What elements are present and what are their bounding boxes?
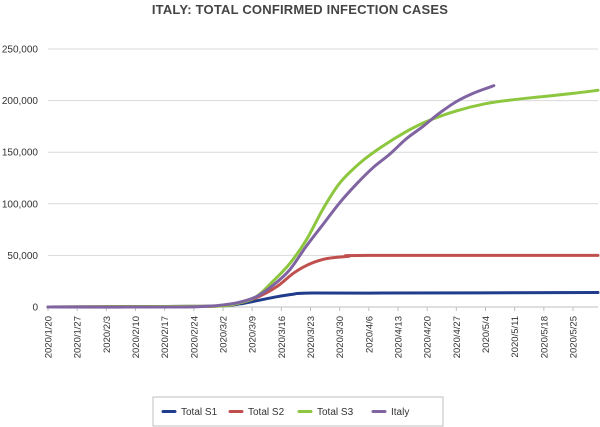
chart-title: ITALY: TOTAL CONFIRMED INFECTION CASES <box>152 2 448 17</box>
x-tick-label: 2020/5/18 <box>539 316 550 358</box>
series-line-total-s3 <box>46 88 600 309</box>
x-tick-label: 2020/2/3 <box>102 316 113 353</box>
x-tick-label: 2020/4/20 <box>423 316 434 358</box>
x-tick-label: 2020/3/16 <box>277 316 288 358</box>
legend-label-total-s1: Total S1 <box>181 407 218 418</box>
y-tick-label: 50,000 <box>7 251 38 262</box>
x-tick-label: 2020/2/17 <box>160 316 171 358</box>
legend: Total S1 Total S2 Total S3 Italy <box>152 396 444 427</box>
x-tick-label: 2020/1/20 <box>44 316 55 358</box>
y-tick-label: 100,000 <box>2 199 39 210</box>
y-tick-label: 150,000 <box>2 148 39 159</box>
legend-label-total-s3: Total S3 <box>317 407 354 418</box>
x-tick-label: 2020/5/25 <box>569 316 580 358</box>
x-tick-label: 2020/5/4 <box>481 316 492 353</box>
x-tick-label: 2020/3/23 <box>306 316 317 358</box>
y-tick-label: 200,000 <box>2 96 39 107</box>
x-tick-label: 2020/4/13 <box>394 316 405 358</box>
y-tick-label: 250,000 <box>2 45 39 56</box>
y-axis-ticks: 0 50,000 100,000 150,000 200,000 250,000 <box>2 45 39 314</box>
legend-label-total-s2: Total S2 <box>248 407 285 418</box>
x-tick-label: 2020/2/10 <box>131 316 142 358</box>
series-line-total-s1 <box>46 291 600 309</box>
x-tick-label: 2020/5/11 <box>510 316 521 358</box>
x-tick-label: 2020/3/9 <box>248 316 259 353</box>
gridlines <box>48 48 598 308</box>
y-tick-label: 0 <box>32 303 38 314</box>
x-tick-label: 2020/2/24 <box>189 316 200 358</box>
x-tick-label: 2020/3/2 <box>219 316 230 353</box>
series-line-italy <box>46 84 496 309</box>
series-line-total-s2 <box>46 253 600 309</box>
legend-label-italy: Italy <box>391 407 409 418</box>
series-lines <box>46 84 600 309</box>
x-tick-label: 2020/4/6 <box>364 316 375 353</box>
x-tick-label: 2020/3/30 <box>335 316 346 358</box>
x-tick-label: 2020/1/27 <box>73 316 84 358</box>
x-tick-label: 2020/4/27 <box>452 316 463 358</box>
x-axis-ticks: 2020/1/20 2020/1/27 2020/2/3 2020/2/10 2020/… <box>44 307 580 358</box>
